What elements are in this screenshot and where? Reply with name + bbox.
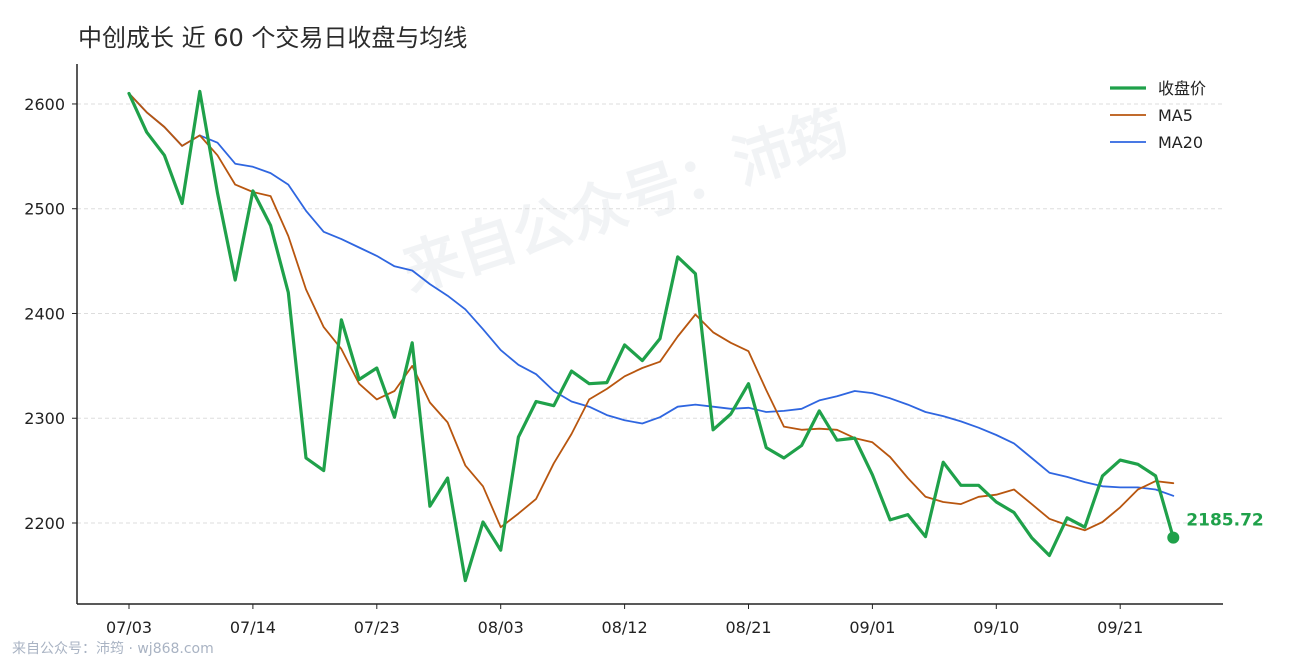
- series-line-close: [127, 89, 1175, 583]
- legend-label-ma5: MA5: [1158, 106, 1193, 125]
- series-lines: [127, 89, 1175, 583]
- legend: 收盘价 MA5 MA20: [1110, 79, 1206, 152]
- data-labels: 2185.72: [1167, 511, 1264, 544]
- axes: 2200 2300 2400 2500 2600 07/03 07/14 07/23 08/03…: [24, 64, 1223, 637]
- y-tick-label-2600: 2600: [24, 95, 65, 114]
- x-tick-label: 07/23: [354, 618, 400, 637]
- x-tick-label: 09/01: [849, 618, 895, 637]
- y-tick-label-2300: 2300: [24, 409, 65, 428]
- x-tick-label: 07/14: [230, 618, 276, 637]
- series-line-ma20: [128, 92, 1175, 497]
- legend-label-ma20: MA20: [1158, 133, 1203, 152]
- grid-lines: [77, 103, 1223, 524]
- y-tick-label-2500: 2500: [24, 200, 65, 219]
- last-close-label: 2185.72: [1186, 511, 1263, 531]
- x-tick-label: 08/12: [602, 618, 648, 637]
- x-tick-label: 09/21: [1097, 618, 1143, 637]
- series-line-ma5: [128, 92, 1175, 532]
- footer-credit: 来自公众号：沛筠 · wj868.com: [12, 641, 214, 657]
- last-close-point: [1167, 531, 1180, 544]
- chart-title: 中创成长 近 60 个交易日收盘与均线: [78, 24, 468, 52]
- y-tick-label-2200: 2200: [24, 514, 65, 533]
- x-tick-label: 09/10: [973, 618, 1019, 637]
- x-tick-label: 07/03: [106, 618, 152, 637]
- x-tick-label: 08/21: [725, 618, 771, 637]
- y-tick-label-2400: 2400: [24, 304, 65, 323]
- x-tick-label: 08/03: [478, 618, 524, 637]
- legend-label-close: 收盘价: [1158, 79, 1206, 98]
